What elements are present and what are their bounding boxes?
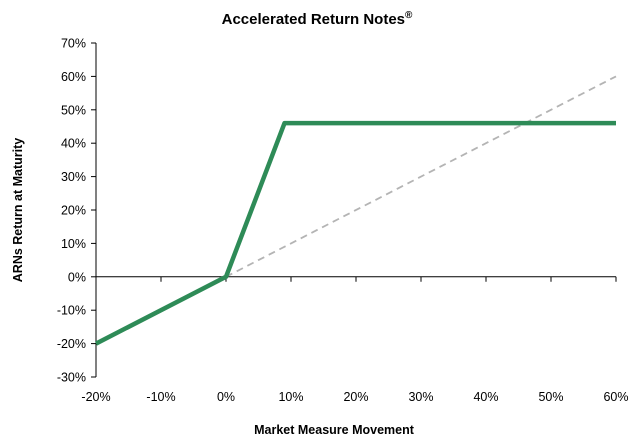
x-tick-label: 30% bbox=[408, 390, 433, 404]
y-axis: 70% 60% 50% 40% 30% 20% 10% 0% -10% -20% -30% bbox=[57, 37, 97, 385]
y-tick-label: 60% bbox=[61, 70, 86, 84]
x-axis: -20% -10% 0% 10% 20% 30% 40% 50% 60% bbox=[81, 276, 629, 404]
y-tick-label: 30% bbox=[61, 170, 86, 184]
y-tick-label: 40% bbox=[61, 137, 86, 151]
chart-title-text: Accelerated Return Notes bbox=[222, 11, 405, 28]
x-axis-title: Market Measure Movement bbox=[254, 423, 415, 435]
x-tick-label: 10% bbox=[278, 390, 303, 404]
y-tick-label: 0% bbox=[68, 270, 86, 284]
y-tick-label: 10% bbox=[61, 237, 86, 251]
y-axis-title: ARNs Return at Maturity bbox=[11, 138, 25, 283]
x-tick-label: 60% bbox=[603, 390, 628, 404]
y-tick-label: -20% bbox=[57, 337, 86, 351]
x-tick-label: -20% bbox=[81, 390, 110, 404]
x-tick-label: 0% bbox=[217, 390, 235, 404]
y-tick-label: 70% bbox=[61, 37, 86, 51]
arn-return-line bbox=[94, 120, 616, 346]
y-tick-label: -10% bbox=[57, 304, 86, 318]
chart-title: Accelerated Return Notes® bbox=[222, 10, 413, 28]
market-measure-line bbox=[225, 75, 617, 278]
y-tick-label: 50% bbox=[61, 103, 86, 117]
registered-mark: ® bbox=[405, 10, 413, 21]
x-tick-label: -10% bbox=[146, 390, 175, 404]
x-tick-label: 50% bbox=[538, 390, 563, 404]
y-tick-label: 20% bbox=[61, 204, 86, 218]
x-tick-label: 20% bbox=[343, 390, 368, 404]
x-tick-label: 40% bbox=[473, 390, 498, 404]
y-tick-label: -30% bbox=[57, 371, 86, 385]
plot-area bbox=[94, 75, 617, 346]
